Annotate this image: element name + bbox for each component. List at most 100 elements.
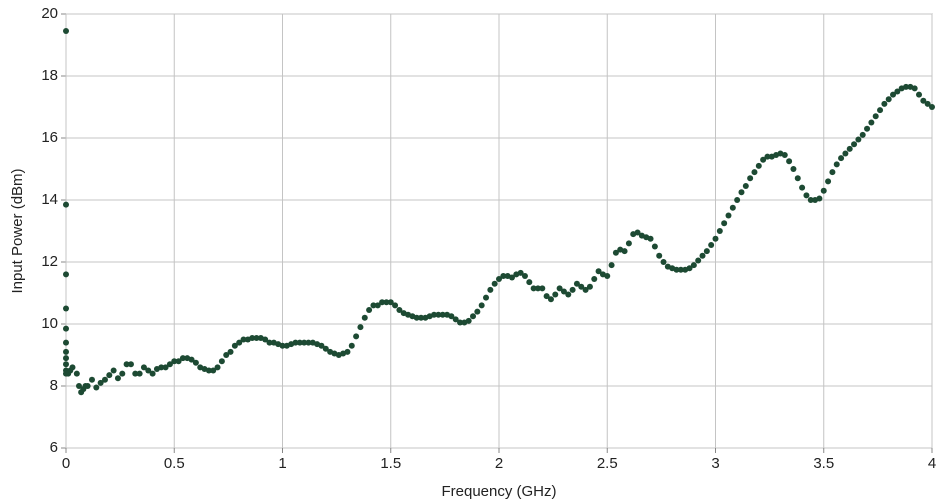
data-point xyxy=(825,178,832,185)
y-tick-label: 8 xyxy=(50,377,58,394)
data-point xyxy=(534,285,541,292)
data-point xyxy=(634,229,641,236)
data-point xyxy=(439,311,446,318)
data-point xyxy=(547,296,554,303)
data-point xyxy=(877,107,884,114)
data-point xyxy=(903,83,910,90)
data-point xyxy=(755,162,762,169)
data-point xyxy=(262,336,269,343)
data-point xyxy=(110,367,117,374)
data-point xyxy=(781,152,788,159)
data-point xyxy=(149,370,156,377)
data-point xyxy=(829,169,836,176)
data-point xyxy=(578,283,585,290)
data-point xyxy=(517,269,524,276)
data-point xyxy=(227,348,234,355)
data-point xyxy=(699,252,706,259)
y-tick-label: 6 xyxy=(50,439,58,456)
data-point xyxy=(136,370,143,377)
data-point xyxy=(526,279,533,286)
data-point xyxy=(119,370,126,377)
data-point xyxy=(625,240,632,247)
data-point xyxy=(292,339,299,346)
y-tick-label: 16 xyxy=(41,129,58,146)
data-point xyxy=(114,375,121,382)
data-point xyxy=(392,302,399,309)
data-point xyxy=(413,314,420,321)
data-point xyxy=(807,197,814,203)
data-point xyxy=(249,334,256,341)
data-point xyxy=(595,268,602,275)
data-point xyxy=(214,364,221,371)
data-point xyxy=(487,286,494,293)
data-point xyxy=(742,183,749,190)
data-point xyxy=(236,339,243,346)
data-point xyxy=(608,262,615,269)
data-point xyxy=(647,235,654,242)
data-point xyxy=(500,272,507,279)
data-point xyxy=(491,280,498,287)
data-point xyxy=(240,336,247,343)
data-point xyxy=(786,158,793,165)
data-point xyxy=(63,201,69,208)
data-point xyxy=(929,104,935,110)
data-point xyxy=(361,314,368,321)
data-point xyxy=(820,187,827,194)
y-axis-label: Input Power (dBm) xyxy=(9,168,26,293)
data-point xyxy=(370,302,377,309)
data-point xyxy=(296,339,303,346)
data-point xyxy=(387,299,394,306)
data-point xyxy=(101,376,108,383)
data-point xyxy=(582,286,589,293)
data-point xyxy=(859,131,866,138)
data-point xyxy=(885,96,892,103)
data-point xyxy=(478,302,485,309)
data-point xyxy=(794,175,801,182)
x-tick-label: 0.5 xyxy=(164,455,185,472)
data-point xyxy=(383,299,390,306)
data-point xyxy=(868,119,875,126)
data-point xyxy=(612,249,619,256)
data-point xyxy=(396,307,403,314)
data-point xyxy=(301,339,308,346)
data-point xyxy=(253,334,260,341)
data-point xyxy=(864,125,871,132)
data-point xyxy=(357,324,364,331)
data-point xyxy=(842,150,849,157)
data-point xyxy=(192,359,199,366)
data-point xyxy=(348,342,355,349)
data-point xyxy=(322,345,329,352)
data-point xyxy=(166,361,173,368)
data-point xyxy=(539,285,546,292)
x-tick-label: 2 xyxy=(495,455,503,472)
data-point xyxy=(344,348,351,355)
data-point xyxy=(305,339,312,346)
x-tick-label: 3 xyxy=(711,455,719,472)
data-point xyxy=(127,361,134,368)
data-point xyxy=(604,272,611,279)
data-point xyxy=(218,358,225,365)
data-point xyxy=(560,288,567,295)
data-point xyxy=(855,136,862,143)
x-tick-label: 4 xyxy=(928,455,936,472)
data-point xyxy=(725,212,732,219)
data-point xyxy=(565,291,572,298)
data-point xyxy=(145,367,152,374)
data-point xyxy=(916,91,923,98)
x-tick-label: 3.5 xyxy=(813,455,834,472)
data-point xyxy=(708,241,715,248)
data-point xyxy=(223,352,230,358)
data-point xyxy=(872,113,879,120)
data-point xyxy=(673,266,680,273)
data-point xyxy=(911,85,918,92)
data-point xyxy=(894,88,901,95)
data-point xyxy=(703,248,710,255)
data-point xyxy=(73,370,80,377)
data-point xyxy=(474,308,481,315)
data-point xyxy=(63,339,69,346)
data-point xyxy=(63,361,69,368)
data-point xyxy=(764,153,771,160)
data-point xyxy=(721,220,728,227)
data-point xyxy=(158,364,165,371)
